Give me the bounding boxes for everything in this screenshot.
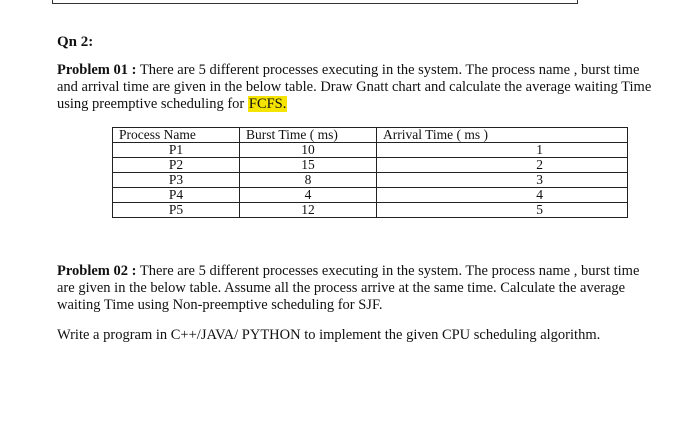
table-row: P1 10 1 — [112, 142, 628, 158]
cell-process: P2 — [112, 157, 240, 173]
cell-burst: 4 — [239, 187, 377, 203]
header-burst-time: Burst Time ( ms) — [239, 127, 377, 143]
table-row: P5 12 5 — [112, 202, 628, 218]
header-arrival-time: Arrival Time ( ms ) — [376, 127, 628, 143]
table-row: P3 8 3 — [112, 172, 628, 188]
cell-process: P4 — [112, 187, 240, 203]
cell-process: P5 — [112, 202, 240, 218]
cell-process: P1 — [112, 142, 240, 158]
cell-arrival: 2 — [376, 157, 628, 173]
cell-process: P3 — [112, 172, 240, 188]
cell-burst: 15 — [239, 157, 377, 173]
problem-01-text: There are 5 different processes executin… — [57, 62, 652, 112]
table-header-row: Process Name Burst Time ( ms) Arrival Ti… — [112, 127, 628, 143]
cell-burst: 8 — [239, 172, 377, 188]
problem-01-label: Problem 01 : — [57, 62, 137, 78]
top-box-border — [52, 0, 578, 4]
process-table: Process Name Burst Time ( ms) Arrival Ti… — [112, 127, 628, 218]
problem-02-text: There are 5 different processes executin… — [57, 263, 640, 313]
problem-02-label: Problem 02 : — [57, 263, 137, 279]
cell-arrival: 1 — [376, 142, 628, 158]
highlighted-fcfs: FCFS. — [247, 96, 288, 112]
table-row: P4 4 4 — [112, 187, 628, 203]
header-process-name: Process Name — [112, 127, 240, 143]
cell-burst: 10 — [239, 142, 377, 158]
problem-01-paragraph: Problem 01 : There are 5 different proce… — [57, 62, 657, 113]
table-row: P2 15 2 — [112, 157, 628, 173]
problem-02-paragraph: Problem 02 : There are 5 different proce… — [57, 263, 657, 314]
cell-arrival: 4 — [376, 187, 628, 203]
cell-burst: 12 — [239, 202, 377, 218]
program-instruction: Write a program in C++/JAVA/ PYTHON to i… — [57, 327, 601, 343]
cell-arrival: 3 — [376, 172, 628, 188]
cell-arrival: 5 — [376, 202, 628, 218]
question-label: Qn 2: — [57, 34, 94, 50]
